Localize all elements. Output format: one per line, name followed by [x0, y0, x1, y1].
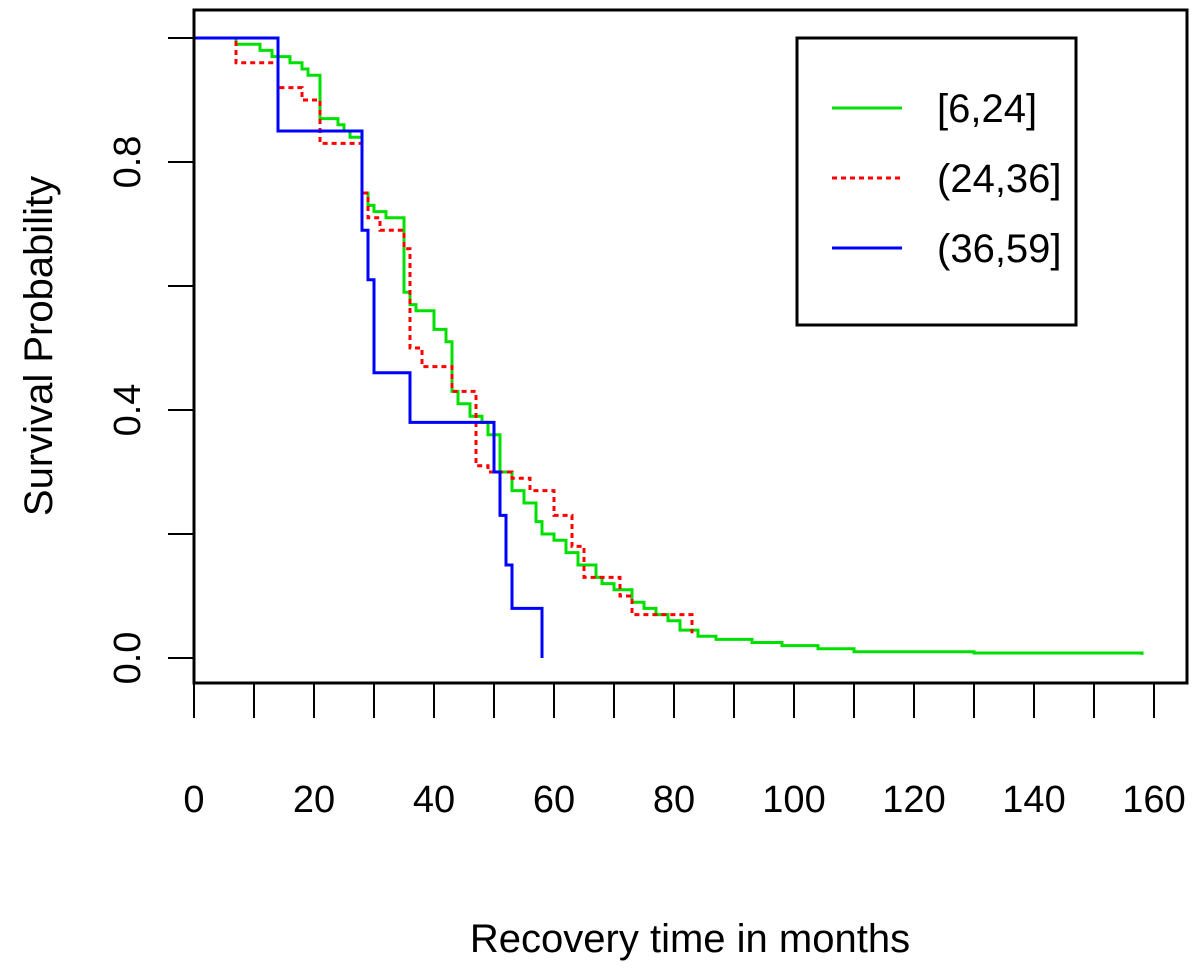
- legend-label-3: (36,59]: [937, 227, 1062, 271]
- x-tick-label: 40: [413, 779, 455, 821]
- x-tick-label: 160: [1122, 779, 1185, 821]
- series-line-2: [194, 36, 694, 634]
- legend-label-2: (24,36]: [937, 157, 1062, 201]
- x-tick-label: 60: [533, 779, 575, 821]
- x-tick-label: 100: [762, 779, 825, 821]
- y-tick-label: 0.0: [107, 632, 149, 685]
- legend: [6,24] (24,36] (36,59]: [795, 36, 1078, 327]
- series-line-3: [194, 36, 544, 658]
- y-tick-label: 0.8: [107, 136, 149, 189]
- x-tick-label: 80: [653, 779, 695, 821]
- series-line-1: [194, 36, 1144, 655]
- legend-box: [795, 36, 1078, 327]
- x-axis: 0 20 40 60 80 100 120 140 160: [183, 683, 1186, 821]
- x-tick-label: 120: [882, 779, 945, 821]
- legend-label-1: [6,24]: [937, 87, 1037, 131]
- x-axis-title: Recovery time in months: [470, 917, 910, 961]
- y-axis-title: Survival Probability: [17, 176, 61, 516]
- y-axis: 0.0 0.4 0.8: [107, 37, 194, 685]
- x-tick-label: 0: [183, 779, 204, 821]
- x-tick-label: 140: [1002, 779, 1065, 821]
- plot-frame: [192, 8, 1189, 685]
- series-layer: [194, 36, 1144, 658]
- y-tick-label: 0.4: [107, 384, 149, 437]
- x-tick-label: 20: [293, 779, 335, 821]
